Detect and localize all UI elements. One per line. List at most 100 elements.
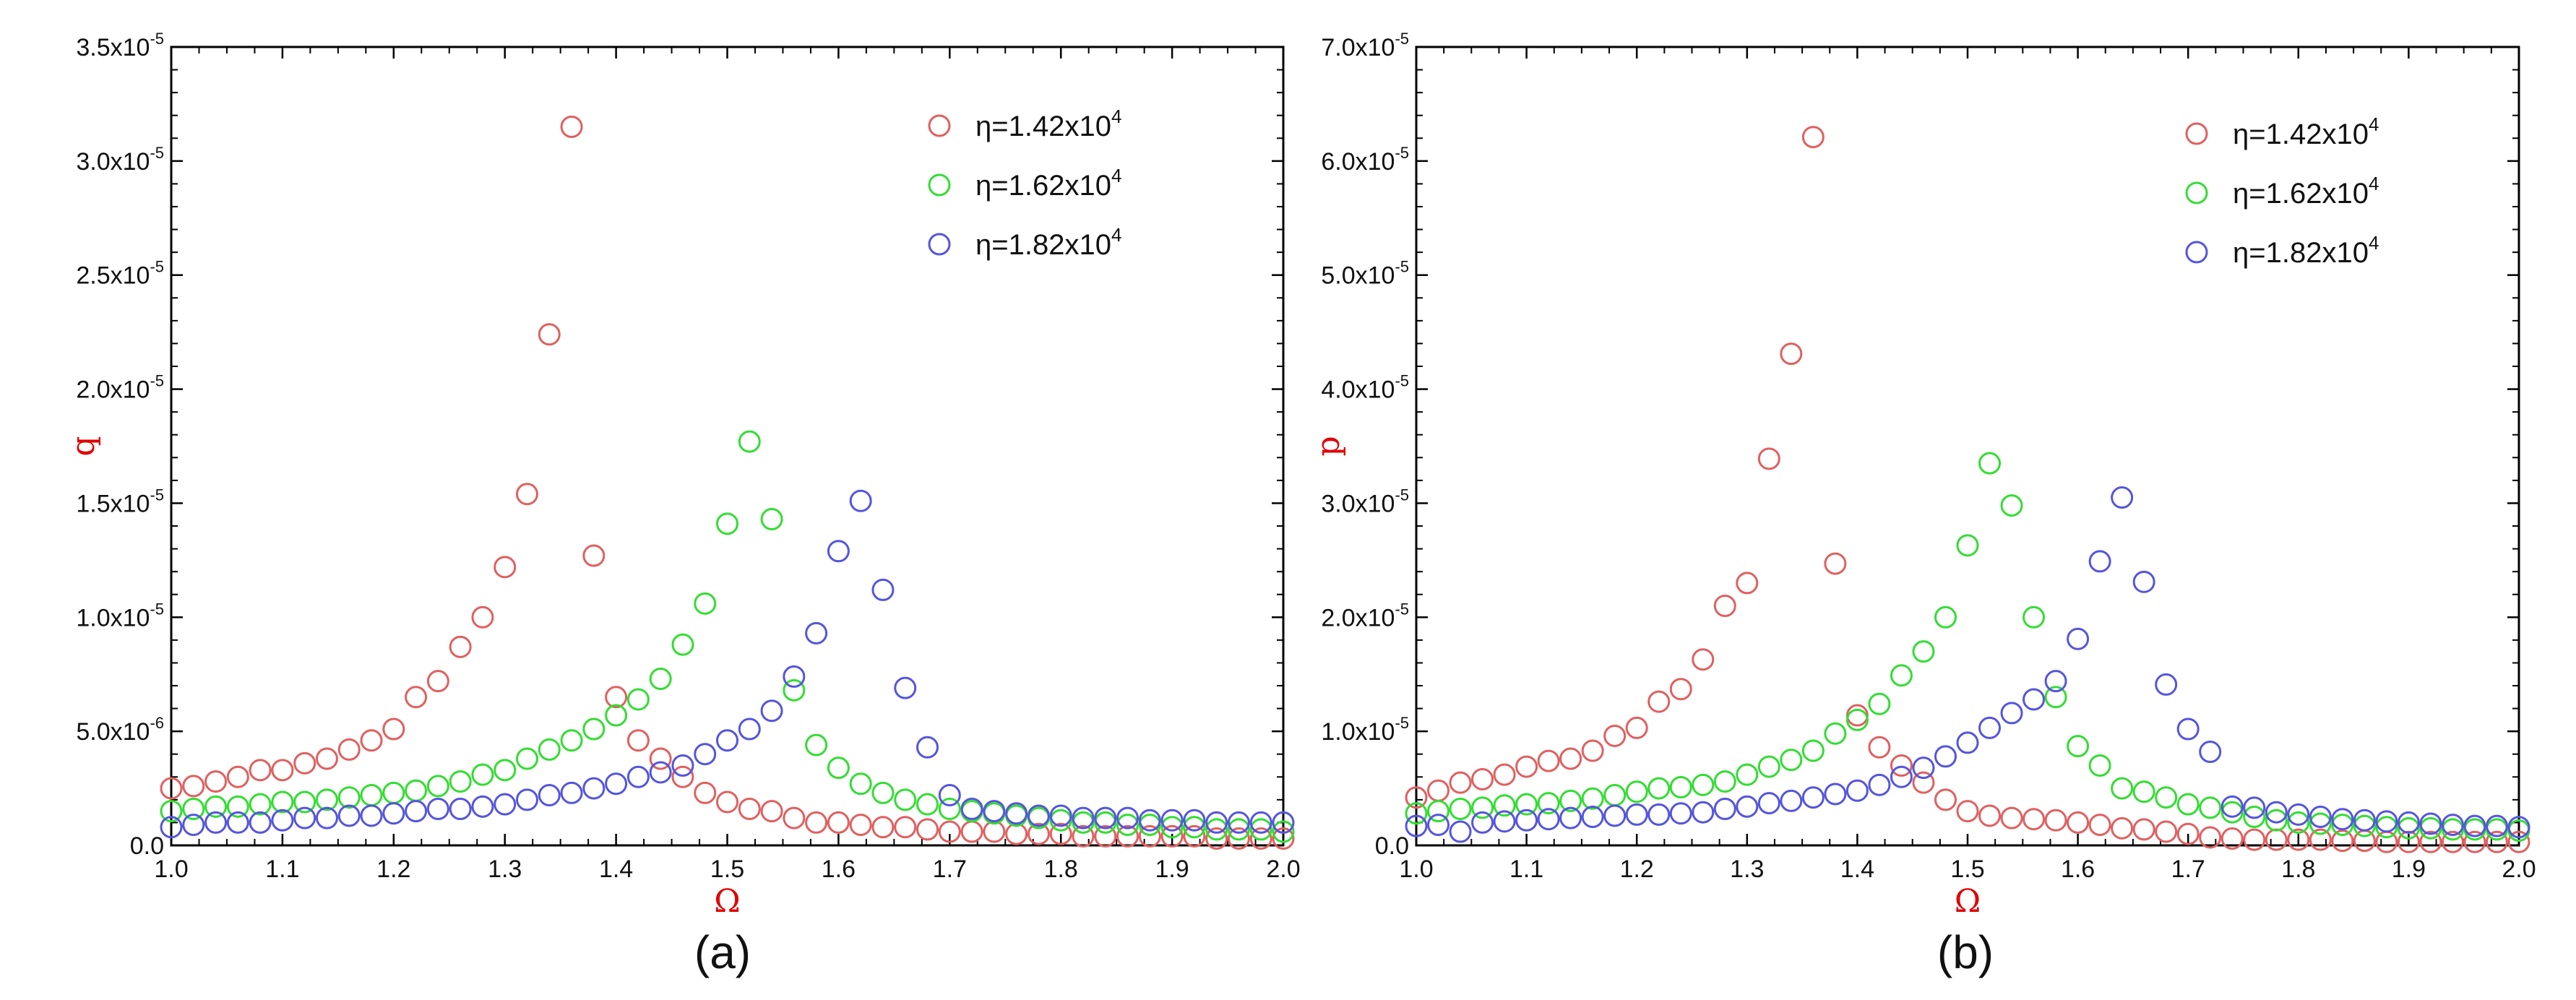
data-point	[360, 804, 383, 827]
data-point	[1183, 824, 1206, 848]
data-point	[1934, 788, 1957, 811]
y-tick-label: 1.5x10-5	[76, 486, 164, 517]
y-tick-exponent: -5	[1395, 144, 1409, 162]
data-point	[1449, 771, 1472, 794]
legend-label-exponent: 4	[2369, 113, 2379, 135]
y-tick-label: 2.0x10-5	[1321, 600, 1409, 632]
data-point	[671, 754, 694, 777]
data-point	[2485, 814, 2508, 837]
data-point	[2176, 822, 2200, 845]
data-point	[1581, 739, 1604, 762]
data-point	[471, 763, 494, 786]
y-tick-exponent: -5	[150, 372, 164, 390]
y-tick-exponent: -5	[150, 30, 164, 48]
panel-caption: (b)	[1937, 926, 1994, 978]
data-point	[626, 688, 650, 711]
data-point	[1713, 797, 1736, 820]
data-point	[2441, 814, 2464, 837]
data-point	[760, 508, 783, 531]
data-point	[871, 578, 895, 601]
data-point	[1868, 736, 1891, 759]
x-tick-label: 1.6	[822, 855, 856, 883]
data-point	[405, 779, 428, 802]
y-tick-exponent: -5	[150, 144, 164, 162]
y-tick-base: 2.0x10	[76, 376, 150, 404]
data-point	[1757, 447, 1780, 470]
y-tick-label: 3.0x10-5	[76, 144, 164, 176]
data-point	[538, 323, 561, 346]
data-point	[626, 765, 650, 788]
data-point	[1205, 811, 1228, 834]
legend-marker	[928, 233, 951, 256]
data-point	[1405, 802, 1428, 825]
data-point	[2044, 670, 2067, 693]
series-3	[160, 489, 1295, 839]
data-point	[2331, 829, 2354, 853]
y-tick-base: 2.5x10	[76, 262, 150, 290]
data-point	[894, 816, 917, 839]
data-point	[582, 777, 606, 800]
data-point	[605, 772, 628, 796]
data-point	[2265, 828, 2288, 851]
data-point	[1625, 716, 1648, 739]
data-point	[1824, 722, 1847, 745]
data-point	[1669, 775, 1692, 798]
data-point	[426, 797, 449, 820]
data-point	[738, 797, 761, 820]
data-point	[271, 809, 294, 832]
data-point	[2023, 605, 2046, 629]
data-point	[1072, 811, 1095, 834]
data-point	[2397, 816, 2420, 840]
data-point	[449, 635, 472, 658]
data-point	[983, 800, 1006, 823]
data-point	[849, 489, 872, 512]
data-point	[827, 811, 850, 834]
y-tick-exponent: -5	[150, 258, 164, 276]
data-point	[2044, 809, 2067, 832]
data-point	[1978, 716, 2002, 739]
data-point	[649, 747, 672, 770]
data-point	[204, 770, 228, 793]
data-point	[1427, 779, 1450, 802]
data-point	[938, 797, 961, 820]
data-point	[2111, 777, 2134, 800]
y-tick-exponent: -5	[150, 600, 164, 618]
data-point	[1493, 794, 1516, 817]
data-point	[1780, 342, 1803, 366]
data-point	[2132, 818, 2155, 841]
data-point	[2441, 818, 2464, 841]
data-point	[2000, 806, 2023, 829]
y-tick-exponent: -5	[1395, 258, 1409, 276]
data-point	[1116, 806, 1140, 829]
data-point	[1669, 802, 1692, 825]
data-point	[2000, 494, 2023, 517]
y-tick-label: 2.5x10-5	[76, 258, 164, 290]
data-point	[515, 483, 538, 506]
y-tick-label: 0.0	[1375, 832, 1409, 860]
y-tick-base: 0.0	[1375, 832, 1409, 860]
data-point	[1603, 804, 1627, 827]
data-point	[738, 717, 761, 741]
data-point	[1515, 755, 1538, 778]
data-point	[2463, 814, 2486, 837]
data-point	[671, 765, 694, 788]
data-point	[649, 761, 672, 784]
y-axis-label: p	[1310, 436, 1347, 456]
data-point	[1405, 786, 1428, 809]
legend-label-exponent: 4	[1111, 105, 1121, 127]
x-tick-label: 1.3	[1730, 855, 1764, 883]
series-2	[160, 430, 1295, 843]
data-point	[871, 816, 895, 839]
data-point	[1537, 808, 1560, 831]
legend-label: η=1.62x104	[975, 165, 1121, 202]
x-tick-label: 1.2	[1620, 855, 1654, 883]
data-point	[2287, 803, 2310, 826]
y-tick-base: 3.0x10	[1321, 490, 1395, 517]
legend-label-exponent: 4	[1111, 224, 1121, 246]
data-point	[1205, 818, 1228, 841]
data-point	[1956, 534, 1979, 557]
data-point	[1736, 572, 1759, 595]
data-point	[315, 747, 338, 770]
data-point	[2309, 812, 2332, 835]
